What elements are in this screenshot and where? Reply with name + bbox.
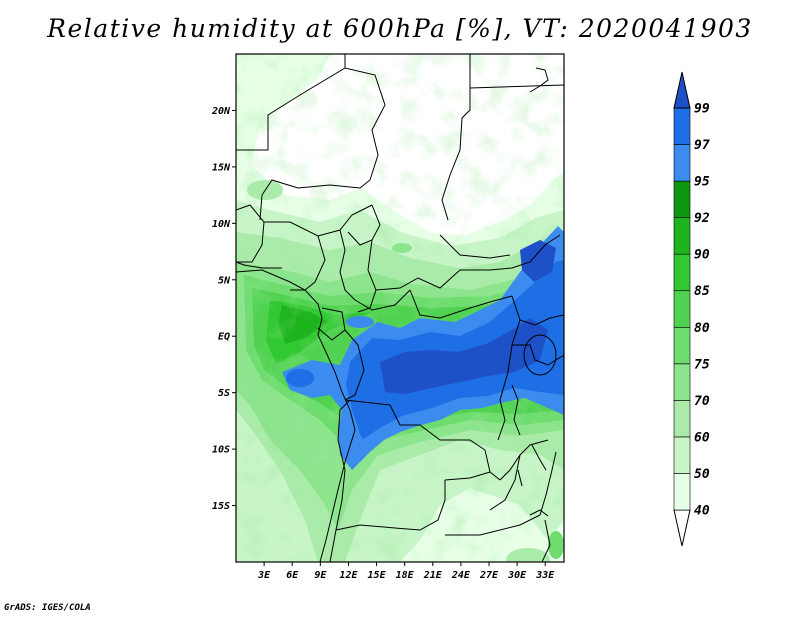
lat-tick-label: EQ [218, 332, 230, 343]
humidity-patch [536, 286, 560, 322]
lon-tick-label: 24E [451, 570, 471, 581]
latitude-axis: 20N 15N 10N 5N EQ 5S 10S 15S [211, 106, 236, 512]
lon-tick-label: 3E [257, 570, 271, 581]
humidity-patch [346, 316, 374, 328]
colorbar-level-label: 50 [694, 467, 710, 482]
map-title: Relative humidity at 600hPa [%], VT: 202… [47, 14, 753, 43]
coastline [236, 67, 557, 562]
colorbar-level-label: 40 [694, 504, 710, 519]
colorbar-bin [673, 326, 691, 365]
humidity-zone-99-east [520, 240, 556, 282]
lon-tick-label: 30E [507, 570, 527, 581]
lat-tick-label: 5N [218, 275, 231, 286]
colorbar-level-label: 99 [694, 102, 710, 117]
lon-tick-label: 33E [535, 570, 555, 581]
lat-tick-label: 5S [218, 388, 230, 399]
humidity-patch [392, 243, 412, 253]
lon-tick-label: 12E [339, 570, 358, 581]
lat-tick-label: 10S [212, 445, 230, 456]
colorbar-level-label: 95 [694, 175, 710, 190]
longitude-axis: 3E 6E 9E 12E 15E 18E 21E 24E 27E 30E 33E [257, 562, 555, 581]
grads-credit: GrADS: IGES/COLA [4, 603, 91, 613]
colorbar-bin [673, 436, 691, 474]
humidity-zone-99 [380, 318, 548, 394]
country-borders [236, 54, 564, 562]
colorbar-bin [673, 217, 691, 255]
colorbar-bin [673, 290, 691, 328]
colorbar-level-label: 75 [694, 357, 710, 372]
map-frame [235, 53, 565, 563]
colorbar-level-label: 92 [694, 211, 710, 226]
colorbar-bin [673, 363, 691, 401]
colorbar: 40 50 60 70 75 80 85 90 92 95 97 99 [673, 71, 710, 547]
colorbar-level-label: 97 [694, 138, 710, 153]
humidity-patch [344, 432, 364, 460]
humidity-patch [506, 548, 550, 562]
colorbar-bin [673, 253, 691, 292]
colorbar-over-triangle [673, 71, 691, 109]
humidity-shading [236, 54, 564, 562]
colorbar-level-label: 80 [694, 321, 710, 336]
colorbar-under-triangle [673, 509, 691, 547]
humidity-patch [286, 369, 314, 387]
colorbar-bin [673, 400, 691, 438]
colorbar-bin [673, 473, 691, 511]
colorbar-level-label: 85 [694, 284, 710, 299]
colorbar-level-label: 90 [694, 248, 710, 263]
lat-tick-label: 15N [212, 162, 231, 173]
lat-tick-label: 15S [212, 501, 230, 512]
map-panel: 20N 15N 10N 5N EQ 5S 10S 15S 3E 6E 9E 12E 15E 18E 21E… [211, 53, 565, 581]
lat-tick-label: 10N [212, 219, 231, 230]
lon-tick-label: 18E [396, 570, 415, 581]
lon-tick-label: 21E [423, 570, 443, 581]
humidity-patch [548, 531, 564, 559]
lon-tick-label: 27E [479, 570, 499, 581]
colorbar-level-label: 60 [694, 430, 710, 445]
lon-tick-label: 15E [368, 570, 387, 581]
lon-tick-label: 9E [314, 570, 327, 581]
colorbar-bin [673, 107, 691, 145]
humidity-zone-97 [346, 260, 564, 440]
lon-tick-label: 6E [286, 570, 299, 581]
colorbar-bin [673, 144, 691, 182]
colorbar-level-label: 70 [694, 394, 710, 409]
colorbar-bin [673, 180, 691, 218]
lat-tick-label: 20N [211, 106, 231, 117]
